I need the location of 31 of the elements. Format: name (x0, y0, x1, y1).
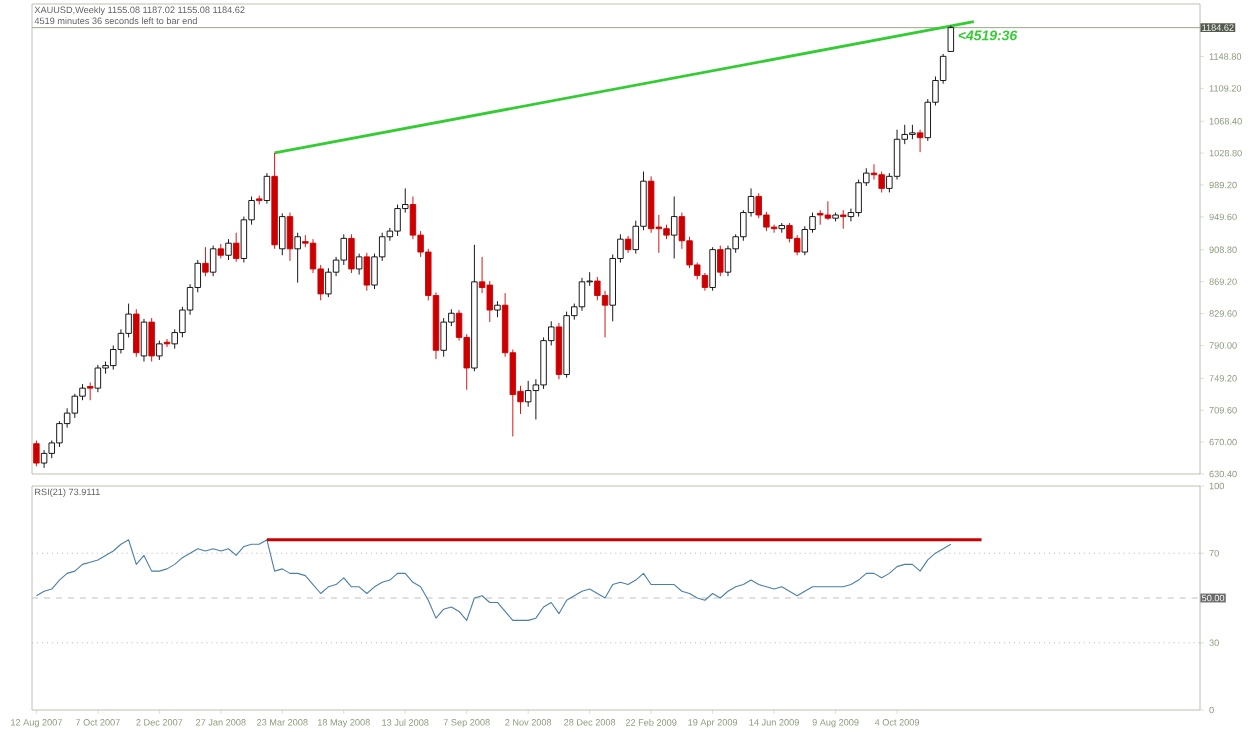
candlestick (348, 233, 355, 274)
candlestick (232, 232, 240, 263)
candlestick (286, 212, 294, 262)
candlestick (33, 440, 40, 467)
candlestick (709, 246, 716, 292)
candlestick (816, 209, 824, 226)
candlestick (133, 308, 140, 358)
candlestick (363, 252, 371, 292)
candlestick (148, 317, 155, 363)
candlestick (878, 171, 885, 193)
candlestick (263, 172, 271, 205)
candlestick (717, 245, 724, 277)
candlestick (440, 317, 447, 358)
candlestick (555, 322, 563, 380)
candlestick (947, 25, 955, 52)
candlestick (840, 209, 847, 230)
candlestick (202, 246, 209, 277)
candlestick (140, 318, 148, 363)
candlestick (294, 232, 301, 284)
candlestick (225, 238, 232, 261)
candlestick (279, 212, 286, 256)
candlestick (670, 196, 678, 259)
candlestick (355, 253, 363, 276)
candlestick (855, 179, 862, 218)
candlestick (394, 204, 401, 237)
candlestick (578, 277, 586, 312)
candlestick (94, 364, 102, 393)
candlestick (916, 129, 924, 153)
candlestick (824, 200, 832, 221)
candlestick (209, 245, 217, 277)
candlestick (156, 340, 163, 361)
